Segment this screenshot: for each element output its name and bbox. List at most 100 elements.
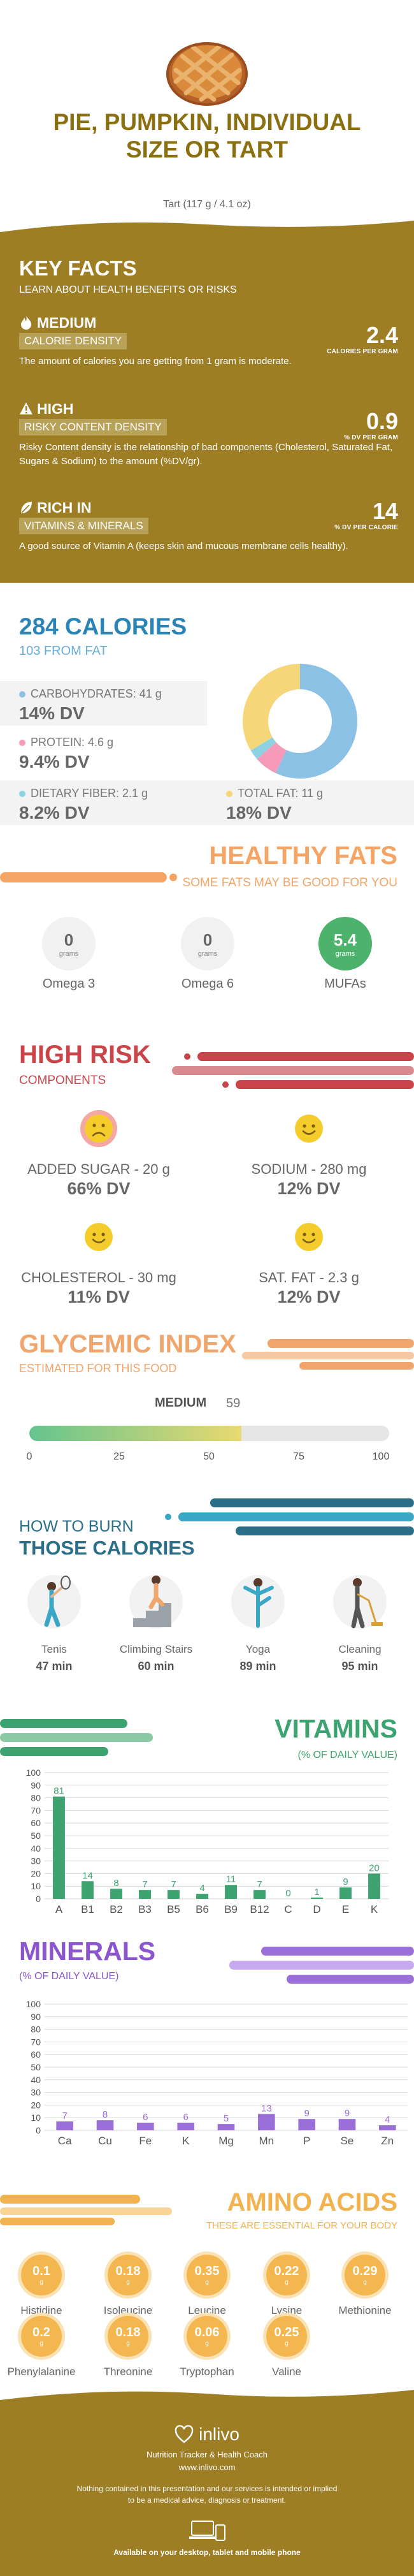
x-tick-label: B12 [250,1903,269,1915]
burn-bands [165,1498,414,1535]
amino-name: Tryptophan [180,2366,234,2378]
glycemic-title: GLYCEMIC INDEX [19,1330,236,1358]
glycemic-value: 59 [226,1396,241,1410]
bar-value-label: 9 [304,2108,309,2119]
activity-name: Cleaning [338,1643,382,1655]
nutrient-label: DIETARY FIBER: 2.1 g [31,787,148,800]
amino-unit: g [363,2279,367,2286]
calories-title: 284 CALORIES [19,613,187,640]
footer-disclaimer-1: Nothing contained in this presentation a… [76,2484,338,2493]
page-title: PIE, PUMPKIN, INDIVIDUAL SIZE OR TART [53,109,361,163]
activity-time: 95 min [341,1660,378,1672]
bar-value-label: 7 [62,2111,67,2121]
x-tick-label: A [55,1903,63,1915]
y-tick-label: 70 [31,2037,41,2047]
amino-name: Phenylalanine [7,2366,76,2378]
key-fact-value: 0.9 [366,408,398,434]
x-tick-label: Mg [218,2135,234,2147]
amino-value: 0.18 [115,2264,141,2278]
bar [311,1898,323,1899]
nutrient-dv: 14% DV [19,703,85,723]
risk-dv: 11% DV [68,1287,130,1306]
bar [139,1890,151,1899]
y-tick-label: 20 [31,2100,41,2110]
glycemic-bar-fill [29,1426,242,1441]
amino-value: 0.18 [115,2325,141,2339]
y-tick-label: 30 [31,2088,41,2098]
glycemic-tick: 75 [293,1451,304,1462]
bar [225,1885,237,1899]
fat-value: 0 [203,930,213,949]
happy-face-icon [295,1223,323,1251]
amino-unit: g [126,2340,130,2347]
vitamins-bands [0,1719,153,1756]
amino-valine: 0.25 g Valine [245,2316,328,2378]
y-tick-label: 80 [31,1793,41,1803]
bar [379,2125,396,2130]
x-tick-label: Zn [381,2135,394,2147]
risk-cholesterol: CHOLESTEROL - 30 mg 11% DV [3,1218,194,1307]
bar-value-label: 7 [257,1879,262,1890]
fiber-dot [19,790,25,797]
bar [368,1873,380,1899]
footer-logo[interactable]: inlivo [0,2424,414,2445]
stairs-icon [129,1575,183,1628]
fat-omega-6: 0 grams Omega 6 [163,917,252,992]
glycemic-tick: 50 [203,1451,215,1462]
footer: inlivo Nutrition Tracker & Health Coach … [0,2386,414,2576]
y-tick-label: 60 [31,1818,41,1828]
amino-value: 0.06 [194,2325,220,2339]
footer-url[interactable]: www.inlivo.com [178,2463,236,2472]
protein-dot [19,739,25,746]
fat-unit: grams [197,949,218,958]
fat-dot [226,790,232,797]
bar [298,2119,315,2130]
sad-face-icon [80,1110,117,1147]
amino-histidine: 0.1 g Histidine [0,2255,83,2317]
bar [53,1796,65,1899]
risk-dv: 12% DV [277,1287,341,1306]
key-fact-label: RISKY CONTENT DENSITY [19,419,167,435]
nutrient-label: CARBOHYDRATES: 41 g [31,687,162,700]
amino-name: Lysine [271,2304,303,2316]
x-tick-label: K [371,1903,378,1915]
bar-value-label: 13 [261,2103,272,2114]
x-tick-label: Fe [139,2135,152,2147]
tennis-icon [27,1575,81,1628]
x-tick-label: C [284,1903,292,1915]
x-tick-label: B1 [81,1903,94,1915]
x-tick-label: B2 [110,1903,123,1915]
bar-value-label: 7 [142,1879,147,1890]
bar [338,2119,356,2130]
amino-name: Histidine [20,2304,62,2316]
amino-unit: g [126,2279,130,2286]
amino-unit: g [285,2340,289,2347]
bar [196,1894,208,1899]
carbohydrates-dot [19,691,25,698]
bar [110,1889,122,1899]
y-tick-label: 90 [31,2012,41,2022]
bar-value-label: 8 [113,1878,118,1889]
key-fact-vitamins-minerals: RICH IN VITAMINS & MINERALS A good sourc… [19,499,398,553]
burn-calories-section: HOW TO BURN THOSE CALORIES Tenis 47 min … [0,1498,414,1702]
yoga-icon [231,1575,285,1628]
risk-label: SAT. FAT - 2.3 g [259,1270,359,1285]
glycemic-bar [29,1426,389,1441]
bar-value-label: 9 [345,2108,350,2119]
fat-value: 5.4 [333,930,357,949]
amino-threonine: 0.18 g Threonine [87,2316,169,2378]
bar-value-label: 81 [54,1786,64,1797]
key-fact-description: Risky Content density is the relationshi… [19,442,393,467]
x-tick-label: B5 [167,1903,180,1915]
amino-name: Methionine [338,2304,392,2316]
fat-value: 0 [64,930,74,949]
amino-bands [0,2195,172,2225]
fat-name: Omega 3 [42,977,96,991]
calories-section: 284 CALORIES 103 FROM FAT CARBOHYDRATES:… [0,606,414,825]
vitamins-bar-chart: 010203040506070809010081A14B18B27B37B54B… [26,1767,389,1915]
x-tick-label: Se [341,2135,354,2147]
calorie-donut-chart [243,664,357,779]
amino-name: Valine [272,2366,301,2378]
nutrient-label: PROTEIN: 4.6 g [31,736,114,749]
bar [177,2123,194,2130]
